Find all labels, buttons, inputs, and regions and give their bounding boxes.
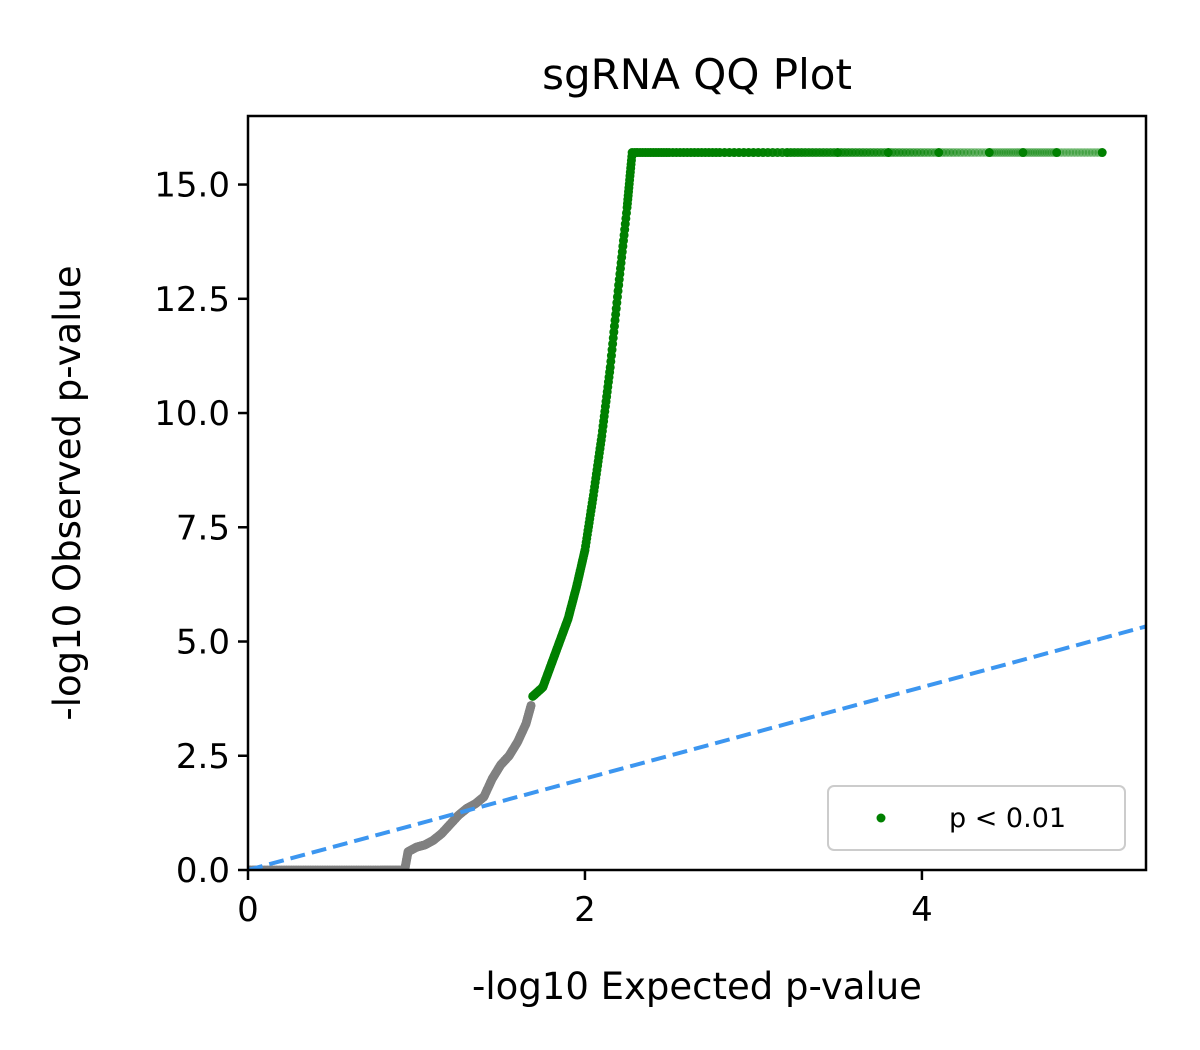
data-point: [941, 148, 951, 158]
data-point: [984, 148, 994, 158]
data-point: [1055, 148, 1065, 158]
data-point: [1081, 148, 1091, 158]
y-axis: 0.0 2.5 5.0 7.5 10.0 12.5 15.0: [154, 166, 248, 891]
data-point: [1042, 148, 1052, 158]
legend: p < 0.01: [827, 785, 1126, 851]
data-point: [1006, 148, 1016, 158]
data-point: [1025, 148, 1035, 158]
data-point: [1030, 148, 1040, 158]
data-point: [945, 148, 955, 158]
y-tick-label: 0.0: [176, 851, 230, 891]
data-point: [1035, 148, 1045, 158]
legend-marker: [876, 813, 886, 823]
data-point: [973, 148, 983, 158]
data-point: [996, 148, 1006, 158]
data-point: [992, 148, 1002, 158]
data-point: [999, 148, 1009, 158]
data-point: [1058, 148, 1068, 158]
data-point: [937, 148, 947, 158]
data-point: [1052, 148, 1062, 158]
data-point: [1078, 148, 1088, 158]
data-point: [970, 148, 980, 158]
x-tick-label: 0: [237, 890, 259, 930]
data-point: [1023, 148, 1033, 158]
x-tick-label: 2: [574, 890, 596, 930]
y-tick-label: 10.0: [154, 394, 230, 434]
data-point: [963, 148, 973, 158]
y-tick-label: 7.5: [176, 508, 230, 548]
x-axis: 0 2 4: [237, 870, 933, 930]
data-point: [948, 148, 958, 158]
data-point: [994, 148, 1004, 158]
data-point: [1001, 148, 1011, 158]
data-point: [952, 148, 962, 158]
data-point: [1087, 148, 1097, 158]
data-point: [1032, 148, 1042, 158]
data-point: [526, 700, 536, 710]
data-point: [1084, 148, 1094, 158]
data-point: [1065, 148, 1075, 158]
expected-diagonal-line: [248, 624, 1146, 870]
chart-title: sgRNA QQ Plot: [542, 50, 852, 99]
data-point: [1011, 148, 1021, 158]
data-point: [1004, 148, 1014, 158]
legend-label: p < 0.01: [949, 803, 1066, 834]
data-point: [1028, 148, 1038, 158]
data-point: [1071, 148, 1081, 158]
y-tick-label: 5.0: [176, 623, 230, 663]
data-point: [1020, 148, 1030, 158]
data-point: [1061, 148, 1071, 158]
data-point: [1091, 148, 1101, 158]
y-tick-label: 2.5: [176, 737, 230, 777]
data-point: [934, 148, 944, 158]
legend-box: [827, 785, 1126, 851]
y-tick-label: 12.5: [154, 280, 230, 320]
data-point: [966, 148, 976, 158]
data-point: [1097, 148, 1107, 158]
data-point: [955, 148, 965, 158]
x-axis-label: -log10 Expected p-value: [472, 965, 922, 1008]
data-point: [977, 148, 987, 158]
data-point: [959, 148, 969, 158]
non-significant-points: [248, 700, 536, 870]
y-axis-label: -log10 Observed p-value: [46, 265, 89, 720]
y-tick-label: 15.0: [154, 166, 230, 206]
significant-points: [528, 148, 1107, 701]
data-point: [989, 148, 999, 158]
plot-frame: [246, 114, 1148, 872]
data-point: [1040, 148, 1050, 158]
data-point: [1074, 148, 1084, 158]
data-point: [1018, 148, 1028, 158]
data-point: [1068, 148, 1078, 158]
data-point: [987, 148, 997, 158]
data-point: [1044, 148, 1054, 158]
x-tick-label: 4: [911, 890, 933, 930]
data-point: [1037, 148, 1047, 158]
data-point: [1008, 148, 1018, 158]
